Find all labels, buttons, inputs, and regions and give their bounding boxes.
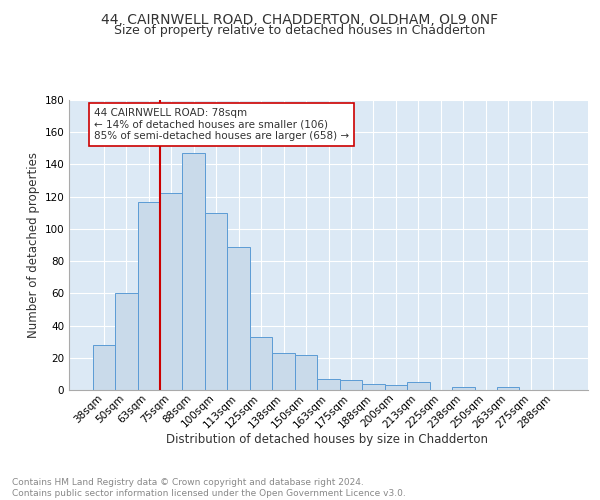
Bar — [407, 382, 430, 390]
Bar — [205, 213, 227, 390]
Text: Distribution of detached houses by size in Chadderton: Distribution of detached houses by size … — [166, 432, 488, 446]
Text: Contains HM Land Registry data © Crown copyright and database right 2024.
Contai: Contains HM Land Registry data © Crown c… — [12, 478, 406, 498]
Bar — [362, 384, 385, 390]
Bar — [317, 378, 340, 390]
Bar — [272, 353, 295, 390]
Bar — [497, 387, 520, 390]
Bar — [160, 194, 182, 390]
Bar — [250, 337, 272, 390]
Y-axis label: Number of detached properties: Number of detached properties — [27, 152, 40, 338]
Text: 44 CAIRNWELL ROAD: 78sqm
← 14% of detached houses are smaller (106)
85% of semi-: 44 CAIRNWELL ROAD: 78sqm ← 14% of detach… — [94, 108, 349, 142]
Bar — [385, 385, 407, 390]
Bar — [452, 387, 475, 390]
Bar — [137, 202, 160, 390]
Bar — [295, 354, 317, 390]
Bar — [182, 153, 205, 390]
Bar — [115, 294, 137, 390]
Bar — [92, 345, 115, 390]
Text: 44, CAIRNWELL ROAD, CHADDERTON, OLDHAM, OL9 0NF: 44, CAIRNWELL ROAD, CHADDERTON, OLDHAM, … — [101, 12, 499, 26]
Bar — [340, 380, 362, 390]
Text: Size of property relative to detached houses in Chadderton: Size of property relative to detached ho… — [115, 24, 485, 37]
Bar — [227, 246, 250, 390]
